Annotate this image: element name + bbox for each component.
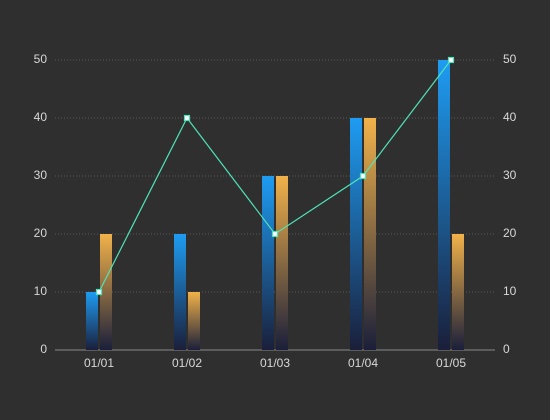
- y-tick-label: 10: [34, 284, 48, 298]
- y2-tick-label: 20: [503, 226, 517, 240]
- x-tick-label: 01/05: [436, 356, 466, 370]
- bar: [188, 292, 200, 350]
- y2-tick-label: 40: [503, 110, 517, 124]
- bar: [452, 234, 464, 350]
- y2-tick-label: 0: [503, 342, 510, 356]
- line-point: [95, 288, 103, 296]
- y-tick-label: 20: [34, 226, 48, 240]
- bar: [100, 234, 112, 350]
- y-tick-label: 30: [34, 168, 48, 182]
- line-point: [183, 114, 191, 122]
- bar: [350, 118, 362, 350]
- y2-tick-label: 10: [503, 284, 517, 298]
- x-tick-label: 01/03: [260, 356, 290, 370]
- y-tick-label: 40: [34, 110, 48, 124]
- x-tick-label: 01/02: [172, 356, 202, 370]
- bar: [262, 176, 274, 350]
- y2-tick-label: 30: [503, 168, 517, 182]
- y-tick-label: 50: [34, 52, 48, 66]
- bar: [276, 176, 288, 350]
- y-tick-label: 0: [40, 342, 47, 356]
- line-point: [359, 172, 367, 180]
- y2-tick-label: 50: [503, 52, 517, 66]
- bar: [364, 118, 376, 350]
- line-point: [447, 56, 455, 64]
- bar: [86, 292, 98, 350]
- x-tick-label: 01/01: [84, 356, 114, 370]
- line-point: [271, 230, 279, 238]
- bar: [438, 60, 450, 350]
- bar: [174, 234, 186, 350]
- x-tick-label: 01/04: [348, 356, 378, 370]
